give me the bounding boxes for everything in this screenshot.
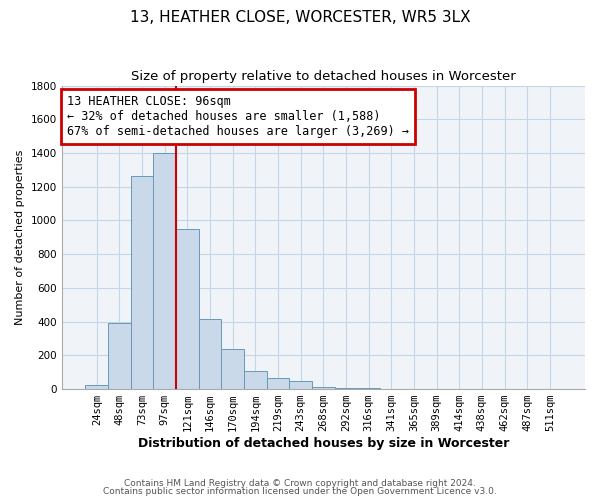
Text: Contains HM Land Registry data © Crown copyright and database right 2024.: Contains HM Land Registry data © Crown c… xyxy=(124,478,476,488)
Bar xyxy=(244,370,266,389)
Y-axis label: Number of detached properties: Number of detached properties xyxy=(15,150,25,325)
Title: Size of property relative to detached houses in Worcester: Size of property relative to detached ho… xyxy=(131,70,516,83)
Bar xyxy=(289,381,312,389)
Bar xyxy=(335,388,358,389)
Bar xyxy=(380,388,403,389)
X-axis label: Distribution of detached houses by size in Worcester: Distribution of detached houses by size … xyxy=(137,437,509,450)
Bar xyxy=(312,388,335,389)
Text: 13 HEATHER CLOSE: 96sqm
← 32% of detached houses are smaller (1,588)
67% of semi: 13 HEATHER CLOSE: 96sqm ← 32% of detache… xyxy=(67,94,409,138)
Bar xyxy=(199,319,221,389)
Bar xyxy=(221,350,244,389)
Bar xyxy=(358,388,380,389)
Bar xyxy=(154,153,176,389)
Bar xyxy=(108,324,131,389)
Bar xyxy=(85,385,108,389)
Bar xyxy=(176,229,199,389)
Bar xyxy=(266,378,289,389)
Bar xyxy=(131,176,154,389)
Text: 13, HEATHER CLOSE, WORCESTER, WR5 3LX: 13, HEATHER CLOSE, WORCESTER, WR5 3LX xyxy=(130,10,470,25)
Text: Contains public sector information licensed under the Open Government Licence v3: Contains public sector information licen… xyxy=(103,487,497,496)
